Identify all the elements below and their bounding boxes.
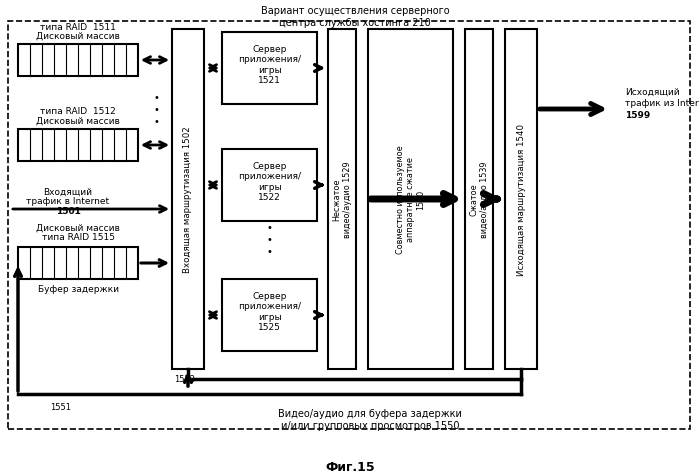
Text: 1599: 1599: [625, 111, 650, 120]
Text: •
•
•: • • •: [153, 93, 159, 126]
Text: Сервер
приложения/
игры
1525: Сервер приложения/ игры 1525: [238, 291, 301, 331]
Bar: [505, 30, 537, 369]
Text: 1552: 1552: [174, 374, 195, 383]
Bar: [222, 33, 317, 105]
Text: Дисковый массив: Дисковый массив: [36, 223, 120, 232]
Bar: [18, 130, 138, 162]
Bar: [8, 22, 690, 429]
Text: Совместно используемое
аппаратное сжатие
1530: Совместно используемое аппаратное сжатие…: [396, 145, 426, 254]
Bar: [222, 279, 317, 351]
Text: Сервер
приложения/
игры
1521: Сервер приложения/ игры 1521: [238, 45, 301, 85]
Text: Исходящая маршрутизация 1540: Исходящая маршрутизация 1540: [517, 124, 526, 276]
Bar: [368, 30, 453, 369]
Text: •
•
•: • • •: [266, 223, 273, 256]
Bar: [18, 45, 138, 77]
Text: Сервер
приложения/
игры
1522: Сервер приложения/ игры 1522: [238, 161, 301, 202]
Text: Вариант осуществления серверного
центра службы хостинга 210: Вариант осуществления серверного центра …: [261, 6, 449, 28]
Text: Входящая маршрутизация 1502: Входящая маршрутизация 1502: [184, 126, 192, 273]
Text: Исходящий: Исходящий: [625, 87, 679, 96]
Text: трафик в Internet: трафик в Internet: [27, 197, 110, 206]
Bar: [172, 30, 204, 369]
Bar: [328, 30, 356, 369]
Text: Дисковый массив: Дисковый массив: [36, 31, 120, 40]
Text: трафик из Internet: трафик из Internet: [625, 99, 699, 108]
Text: Видео/аудио для буфера задержки
и/или групповых просмотров 1550: Видео/аудио для буфера задержки и/или гр…: [278, 408, 462, 430]
Text: типа RAID  1511: типа RAID 1511: [40, 22, 116, 31]
Text: Буфер задержки: Буфер задержки: [38, 285, 119, 294]
Text: типа RAID 1515: типа RAID 1515: [41, 233, 115, 242]
Text: Входящий: Входящий: [43, 187, 92, 196]
Text: Сжатое
видео/аудио 1539: Сжатое видео/аудио 1539: [469, 161, 489, 238]
Text: 1501: 1501: [55, 207, 80, 216]
Text: Несжатое
видео/аудио 1529: Несжатое видео/аудио 1529: [332, 161, 352, 238]
Text: 1551: 1551: [50, 402, 71, 411]
Bar: [222, 149, 317, 221]
Bar: [465, 30, 493, 369]
Text: Фиг.15: Фиг.15: [325, 461, 375, 474]
Text: типа RAID  1512: типа RAID 1512: [40, 107, 116, 116]
Text: Дисковый массив: Дисковый массив: [36, 116, 120, 125]
Bar: [18, 248, 138, 279]
